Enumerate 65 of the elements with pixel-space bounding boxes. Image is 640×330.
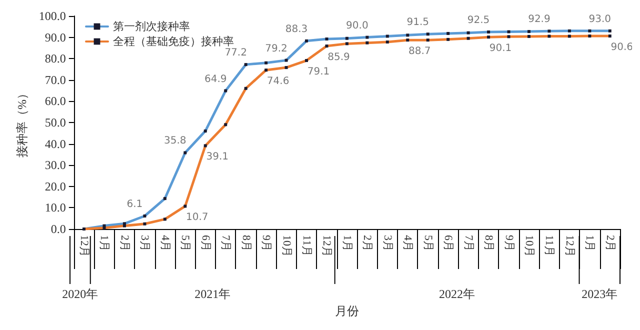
- x-tick-label: 3月: [381, 235, 394, 252]
- y-tick-label: 100.0: [38, 9, 66, 23]
- x-tick-label: 2月: [361, 235, 374, 252]
- y-tick-label: 0.0: [50, 222, 66, 236]
- x-tick-label: 5月: [422, 235, 434, 252]
- x-tick-label: 2月: [604, 235, 616, 252]
- text: 2023年: [582, 287, 618, 301]
- y-tick-label: 10.0: [44, 200, 66, 215]
- data-label: 88.7: [408, 46, 431, 58]
- x-tick-label: 1月: [98, 235, 110, 252]
- y-tick-label: 90.0: [44, 30, 66, 44]
- y-tick-label: 30.0: [44, 158, 66, 172]
- x-axis-title: 月份: [334, 304, 359, 318]
- x-tick-label: 1月: [340, 235, 353, 252]
- y-tick-label: 60.0: [44, 94, 66, 108]
- data-label: 85.9: [328, 52, 350, 64]
- x-tick-label: 9月: [260, 235, 272, 252]
- y-tick-label: 40.0: [44, 136, 66, 151]
- data-label: 10.7: [186, 212, 208, 224]
- x-tick-label: 10月: [280, 235, 292, 257]
- data-label: 79.1: [307, 66, 330, 78]
- y-tick-label: 80.0: [44, 52, 66, 66]
- x-tick-label: 5月: [179, 235, 192, 252]
- x-tick-label: 11月: [543, 235, 556, 257]
- data-label: 35.8: [164, 136, 186, 147]
- y-tick-label: 70.0: [44, 72, 66, 87]
- x-tick-label: 7月: [462, 235, 474, 252]
- x-tick-label: 11月: [300, 235, 312, 257]
- x-tick-label: 1月: [584, 235, 596, 252]
- x-tick-label: 6月: [442, 235, 454, 252]
- y-axis-title: 接种率（%）: [15, 88, 29, 158]
- data-label: 90.0: [346, 20, 368, 32]
- text: 2022年: [439, 287, 476, 301]
- y-tick-label: 50.0: [44, 116, 66, 130]
- x-tick-label: 2月: [118, 235, 130, 252]
- x-tick-label: 12月: [563, 235, 576, 257]
- data-label: 6.1: [126, 199, 143, 210]
- data-label: 93.0: [588, 14, 612, 25]
- x-tick-label: 4月: [402, 235, 414, 252]
- data-label: 74.6: [266, 76, 290, 88]
- data-label: 39.1: [206, 152, 228, 163]
- x-tick-label: 8月: [482, 235, 495, 252]
- data-label: 92.5: [467, 14, 490, 26]
- data-label: 92.9: [528, 14, 550, 26]
- data-label: 79.2: [265, 43, 288, 54]
- x-tick-label: 9月: [502, 235, 515, 252]
- x-tick-label: 3月: [138, 235, 151, 252]
- x-tick-label: 12月: [320, 235, 333, 257]
- data-label: 91.5: [406, 17, 429, 28]
- legend-label: 全程（基础免疫）接种率: [113, 35, 234, 48]
- text: 2020年: [62, 287, 98, 301]
- data-label: 88.3: [285, 24, 308, 35]
- x-tick-label: 6月: [199, 235, 212, 252]
- x-tick-label: 7月: [220, 235, 232, 252]
- legend-label: 第一剂次接种率: [113, 20, 190, 33]
- x-tick-label: 8月: [240, 235, 252, 252]
- x-tick-label: 12月: [78, 235, 90, 257]
- x-tick-label: 4月: [158, 235, 171, 252]
- data-label: 64.9: [204, 74, 227, 85]
- y-tick-label: 20.0: [44, 179, 66, 194]
- text: 2021年: [194, 287, 231, 301]
- data-label: 77.2: [224, 48, 247, 59]
- data-label: 90.6: [610, 42, 634, 54]
- data-label: 90.1: [489, 43, 512, 54]
- x-tick-label: 10月: [522, 235, 535, 257]
